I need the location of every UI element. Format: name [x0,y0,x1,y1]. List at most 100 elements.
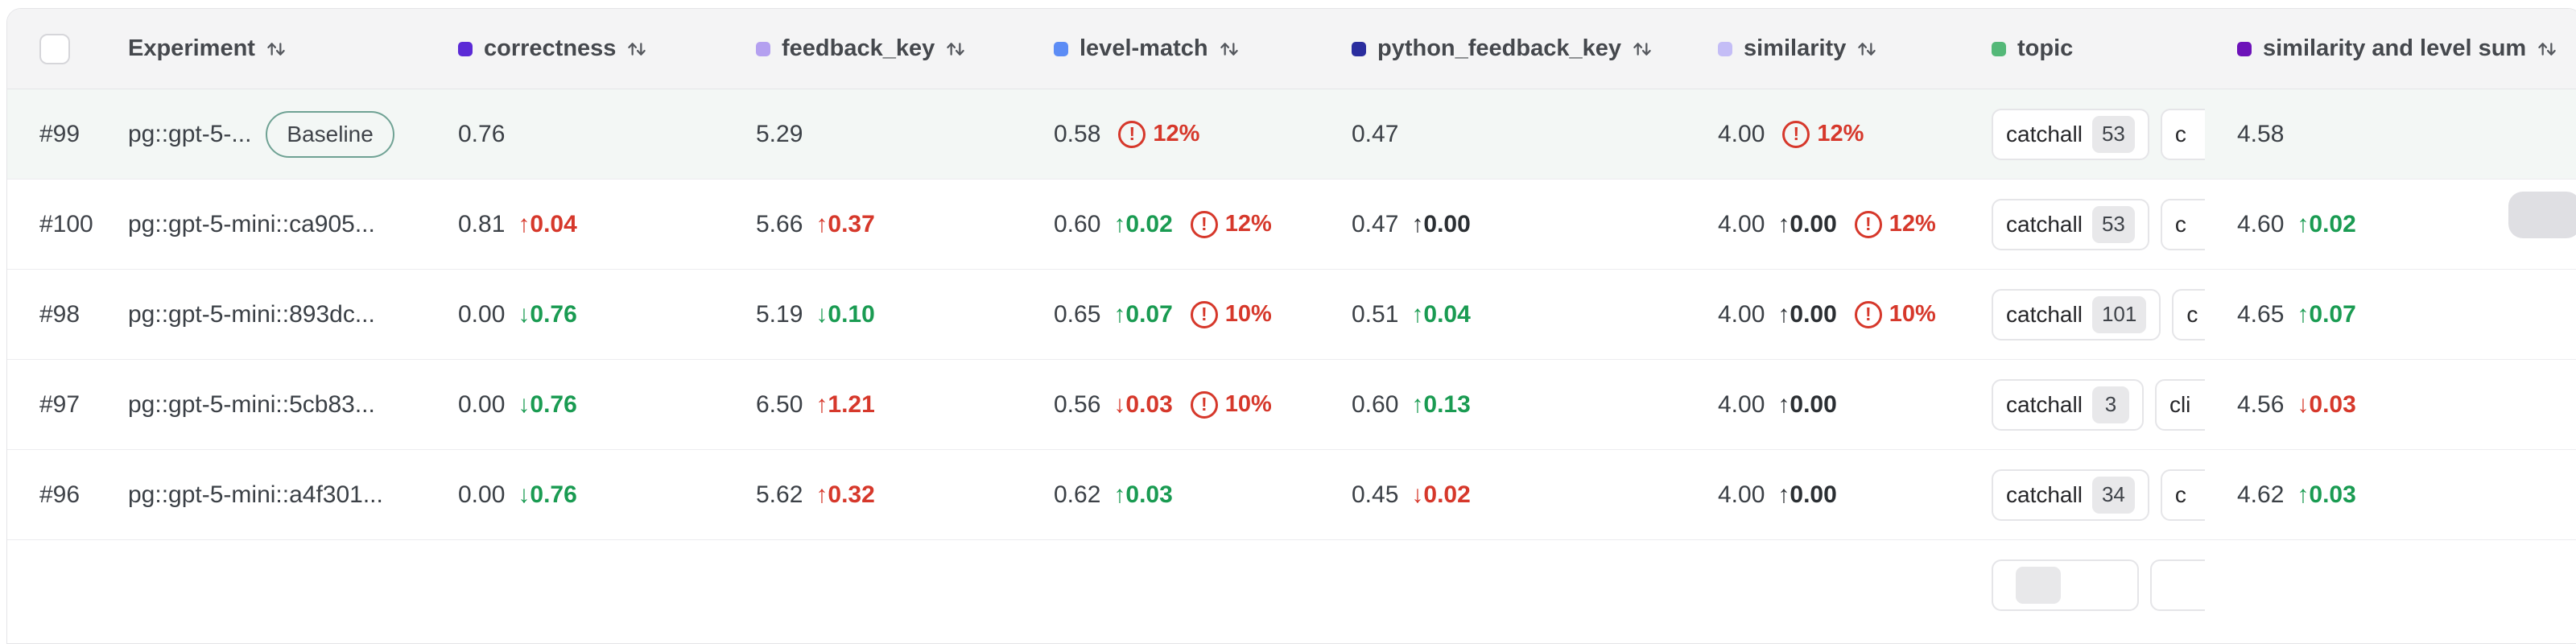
topic-pill-clipped[interactable]: c [2160,469,2205,521]
cell-topic: catchall 3 cli [1975,360,2205,449]
metric-delta: ↑0.00 [1777,210,1837,237]
cell-topic: catchall 53 c [1975,89,2205,179]
baseline-badge: Baseline [266,110,394,158]
metric-value: 0.56 [1054,390,1101,418]
metric-color-dot [1054,41,1068,56]
experiment-cell[interactable]: pg::gpt-5-mini::893dc... [112,270,442,359]
column-label: similarity [1744,35,1847,61]
experiment-number: #98 [39,300,80,328]
experiment-cell[interactable]: pg::gpt-5-mini::5cb83... [112,360,442,449]
cell-level-match: 0.65 ↑0.07 10% [1038,270,1335,359]
experiment-name: pg::gpt-5-... [128,120,252,147]
table-row-partial[interactable] [7,540,2576,630]
column-label: correctness [484,35,617,61]
experiment-cell[interactable]: pg::gpt-5-mini::a4f301... [112,450,442,539]
topic-label: cli [2169,391,2191,417]
column-header-feedback-key[interactable]: feedback_key [740,9,1038,89]
cell-similarity: 4.00 ↑0.00 12% [1702,180,1975,269]
topic-pill[interactable]: catchall 53 [1992,198,2149,250]
column-label: python_feedback_key [1377,35,1622,61]
column-header-similarity-and-level-sum[interactable]: similarity and level sum [2205,9,2576,89]
scrollbar-thumb[interactable] [2508,192,2576,238]
topic-pill[interactable]: catchall 34 [1992,469,2149,521]
topic-pill-clipped[interactable]: c [2160,108,2205,160]
column-header-level-match[interactable]: level-match [1038,9,1335,89]
experiment-cell [112,540,442,630]
metric-delta: ↓0.03 [2297,390,2356,418]
topic-label: catchall [2006,481,2083,507]
topic-pill[interactable]: catchall 101 [1992,288,2161,341]
row-number-cell [7,540,112,630]
column-header-experiment[interactable]: Experiment [112,9,442,89]
cell-python-feedback-key: 0.45 ↓0.02 [1335,450,1702,539]
warning-percent: 12% [1153,121,1200,147]
topic-pill[interactable] [1992,559,2139,611]
topic-label: catchall [2006,121,2083,147]
metric-delta: ↑0.03 [2297,481,2356,508]
topic-count-badge: 3 [2091,386,2129,423]
metric-delta: ↑0.13 [1411,390,1471,418]
experiment-number: #100 [39,210,93,237]
cell-similarity-and-level-sum: 4.58 [2205,89,2576,179]
metric-value: 0.51 [1352,300,1399,328]
table-row[interactable]: #97 pg::gpt-5-mini::5cb83... 0.00 ↓0.76 … [7,360,2576,450]
metric-value: 0.00 [458,481,506,508]
alert-circle-icon [1782,120,1810,148]
topic-pill-clipped[interactable]: c [2172,288,2205,341]
cell-topic: catchall 101 c [1975,270,2205,359]
select-all-cell [7,9,112,89]
topic-label: catchall [2006,391,2083,417]
metric-value: 0.00 [458,300,506,328]
topic-pill-clipped[interactable]: cli [2154,378,2205,431]
metric-value: 5.19 [756,300,803,328]
cell-topic [1975,540,2205,630]
topic-pill[interactable]: catchall 3 [1992,378,2144,431]
topic-label: c [2174,481,2186,507]
metric-delta: ↑0.07 [2297,300,2356,328]
metric-value: 0.47 [1352,120,1399,147]
table-row[interactable]: #98 pg::gpt-5-mini::893dc... 0.00 ↓0.76 … [7,270,2576,360]
experiment-number: #97 [39,390,80,418]
experiment-cell[interactable]: pg::gpt-5-... Baseline [112,89,442,179]
warning-percent: 10% [1889,301,1936,327]
alert-circle-icon [1190,300,1218,328]
table-row[interactable]: #99 pg::gpt-5-... Baseline 0.76 5.29 0.5… [7,89,2576,180]
column-header-correctness[interactable]: correctness [442,9,740,89]
topic-pill-clipped[interactable] [2150,559,2205,611]
column-header-similarity[interactable]: similarity [1702,9,1975,89]
cell-similarity [1702,540,1975,630]
topic-count-badge: 101 [2091,295,2147,333]
cell-level-match: 0.62 ↑0.03 [1038,450,1335,539]
regression-warning: 12% [1190,210,1272,238]
experiment-number: #99 [39,120,80,147]
table-row[interactable]: #96 pg::gpt-5-mini::a4f301... 0.00 ↓0.76… [7,450,2576,540]
warning-percent: 12% [1817,121,1864,147]
table-row[interactable]: #100 pg::gpt-5-mini::ca905... 0.81 ↑0.04… [7,180,2576,270]
regression-warning: 12% [1854,210,1936,238]
row-number-cell: #96 [7,450,112,539]
select-all-checkbox[interactable] [39,33,70,64]
metric-value: 5.66 [756,210,803,237]
topic-count-badge: 53 [2091,115,2135,153]
regression-warning: 10% [1854,300,1936,328]
column-header-topic[interactable]: topic [1975,9,2205,89]
metric-value: 0.81 [458,210,506,237]
experiment-name: pg::gpt-5-mini::893dc... [128,300,375,328]
topic-pill[interactable]: catchall 53 [1992,108,2149,160]
regression-warning: 12% [1118,120,1200,148]
metric-delta: ↓0.76 [518,390,577,418]
metric-delta: ↑0.02 [2297,210,2356,237]
metric-value: 4.58 [2237,120,2285,147]
metric-delta: ↑0.07 [1113,300,1173,328]
experiment-cell[interactable]: pg::gpt-5-mini::ca905... [112,180,442,269]
row-number-cell: #97 [7,360,112,449]
topic-pill-clipped[interactable]: c [2160,198,2205,250]
metric-delta: ↑0.04 [518,210,577,237]
column-header-python-feedback-key[interactable]: python_feedback_key [1335,9,1702,89]
cell-correctness: 0.76 [442,89,740,179]
cell-similarity: 4.00 ↑0.00 [1702,450,1975,539]
metric-delta: ↓0.76 [518,300,577,328]
metric-delta: ↑0.00 [1777,390,1837,418]
metric-value: 0.60 [1054,210,1101,237]
metric-value: 0.60 [1352,390,1399,418]
